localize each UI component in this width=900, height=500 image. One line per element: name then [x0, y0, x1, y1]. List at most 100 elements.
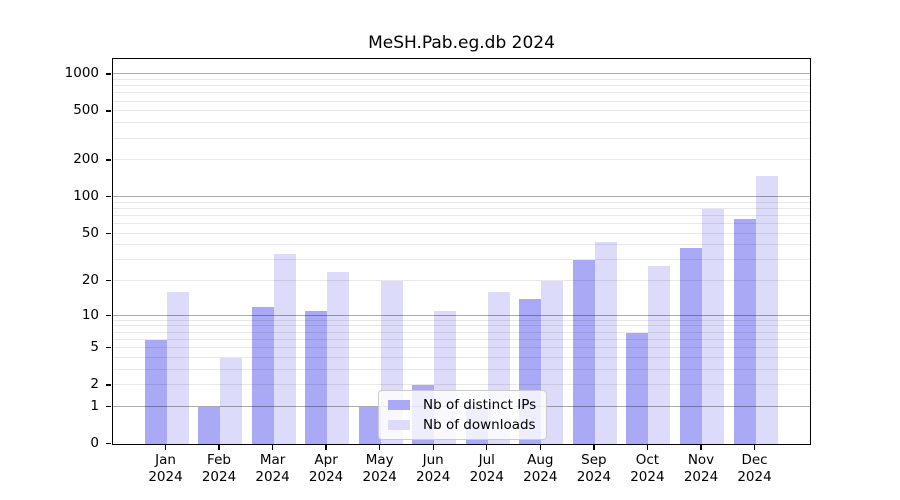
- y-tick-label: 10: [81, 306, 99, 323]
- y-tick-mark: [106, 314, 111, 317]
- x-tick-year: 2024: [630, 468, 665, 485]
- x-tick-month: Sep: [581, 452, 607, 468]
- x-tick-label: Apr 2024: [294, 452, 358, 485]
- y-tick-label: 500: [73, 102, 99, 119]
- x-tick-label: Dec 2024: [723, 452, 787, 485]
- y-tick-label: 2: [90, 376, 99, 393]
- x-tick-mark: [593, 445, 595, 450]
- x-tick-month: Jun: [422, 452, 444, 468]
- x-tick-mark: [325, 445, 327, 450]
- y-tick-mark: [106, 110, 111, 112]
- y-tick-label: 1000: [64, 65, 99, 82]
- y-tick-mark: [106, 347, 111, 349]
- x-tick-month: Jan: [155, 452, 176, 468]
- chart-title: MeSH.Pab.eg.db 2024: [368, 33, 555, 53]
- bar-downloads-mar: [273, 253, 296, 444]
- y-tick-label: 100: [73, 188, 99, 205]
- y-tick-label: 1: [90, 397, 99, 414]
- x-tick-year: 2024: [201, 468, 237, 485]
- bar-ips-nov: [679, 247, 702, 444]
- y-tick-mark: [106, 196, 111, 198]
- x-tick-label: Feb 2024: [187, 452, 251, 485]
- bar-ips-mar: [251, 306, 274, 444]
- x-tick-month: Oct: [635, 452, 660, 468]
- bar-downloads-apr: [327, 271, 350, 444]
- plot-area: Nb of distinct IPs Nb of downloads: [112, 58, 811, 445]
- legend-swatch-ips: [388, 400, 410, 410]
- bar-ips-jan: [144, 339, 167, 444]
- legend-label: Nb of downloads: [423, 417, 536, 433]
- legend-label: Nb of distinct IPs: [423, 397, 537, 413]
- x-tick-year: 2024: [683, 468, 719, 485]
- x-tick-year: 2024: [255, 468, 290, 485]
- x-tick-mark: [753, 445, 756, 450]
- x-tick-month: Nov: [687, 452, 715, 468]
- legend: Nb of distinct IPs Nb of downloads: [378, 390, 548, 440]
- bar-downloads-nov: [701, 208, 724, 444]
- y-tick-mark: [106, 405, 111, 408]
- x-tick-year: 2024: [416, 468, 451, 485]
- y-tick-label: 5: [90, 339, 99, 356]
- x-tick-label: Nov 2024: [669, 452, 733, 485]
- bar-ips-feb: [198, 406, 221, 444]
- legend-swatch-downloads: [388, 420, 410, 430]
- x-tick-label: Aug 2024: [508, 452, 572, 485]
- x-tick-year: 2024: [148, 468, 183, 485]
- bar-downloads-oct: [648, 265, 671, 444]
- x-tick-mark: [700, 445, 702, 450]
- x-tick-year: 2024: [576, 468, 612, 485]
- y-tick-mark: [106, 159, 111, 161]
- x-tick-label: Jun 2024: [401, 452, 465, 485]
- legend-row: Nb of distinct IPs: [388, 397, 536, 413]
- bar-downloads-dec: [755, 175, 778, 444]
- y-tick-mark: [106, 280, 111, 282]
- y-tick-label: 50: [81, 224, 99, 241]
- bar-ips-oct: [626, 332, 649, 444]
- x-tick-label: Jan 2024: [134, 452, 198, 485]
- x-tick-mark: [164, 445, 167, 450]
- x-tick-mark: [432, 445, 434, 450]
- x-tick-month: Mar: [259, 452, 286, 468]
- x-tick-month: Aug: [527, 452, 554, 468]
- x-tick-month: Feb: [207, 452, 231, 468]
- x-tick-year: 2024: [469, 468, 504, 485]
- x-axis: Jan 2024 Feb 2024 Mar 2024 Apr 2024 May 2024 Jun 20…: [112, 445, 811, 495]
- x-tick-label: Jul 2024: [455, 452, 519, 485]
- y-axis: 0 1 2 5 10 20 50 100 200 500 1000: [0, 58, 112, 451]
- x-tick-label: May 2024: [348, 452, 412, 485]
- bar-ips-may: [358, 406, 381, 444]
- bar-ips-apr: [305, 311, 328, 444]
- x-tick-year: 2024: [737, 468, 772, 485]
- bar-downloads-jan: [166, 292, 189, 444]
- y-tick-label: 200: [73, 151, 99, 168]
- y-tick-label: 20: [81, 272, 99, 289]
- x-tick-mark: [379, 445, 381, 450]
- bars-layer: [113, 59, 810, 444]
- x-tick-year: 2024: [523, 468, 558, 485]
- x-tick-month: May: [365, 452, 394, 468]
- bar-ips-dec: [733, 219, 756, 444]
- x-tick-year: 2024: [362, 468, 397, 485]
- x-tick-month: Dec: [741, 452, 768, 468]
- x-tick-mark: [218, 445, 220, 450]
- x-tick-year: 2024: [308, 468, 344, 485]
- x-tick-month: Apr: [314, 452, 338, 468]
- x-tick-mark: [486, 445, 488, 450]
- y-tick-mark: [106, 73, 111, 75]
- y-tick-label: 0: [90, 435, 99, 451]
- x-tick-mark: [271, 445, 274, 450]
- x-tick-mark: [539, 445, 541, 450]
- x-tick-label: Mar 2024: [241, 452, 305, 485]
- x-tick-mark: [646, 445, 649, 450]
- y-tick-mark: [106, 232, 111, 234]
- x-tick-label: Oct 2024: [615, 452, 679, 485]
- x-tick-month: Jul: [478, 452, 495, 468]
- bar-downloads-feb: [220, 357, 243, 444]
- bar-downloads-sep: [594, 241, 617, 444]
- legend-row: Nb of downloads: [388, 417, 536, 433]
- x-tick-label: Sep 2024: [562, 452, 626, 485]
- bar-ips-sep: [572, 260, 595, 444]
- y-tick-mark: [106, 384, 111, 386]
- y-tick-mark: [106, 443, 111, 445]
